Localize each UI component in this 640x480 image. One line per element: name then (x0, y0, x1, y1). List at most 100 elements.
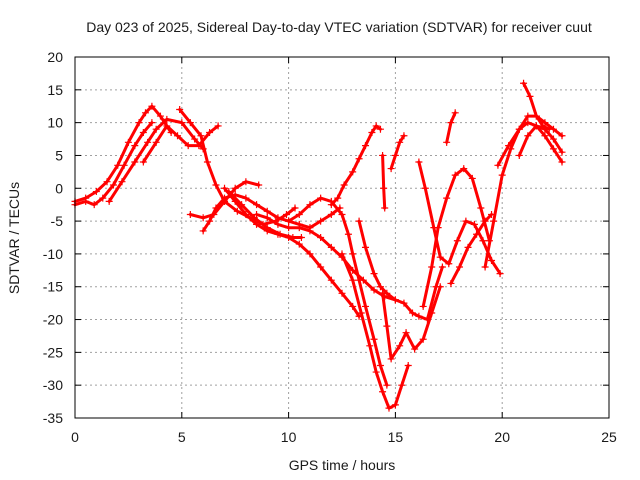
data-point-marker (453, 237, 461, 245)
data-point-marker (355, 217, 363, 225)
data-point-marker (90, 201, 98, 209)
y-tick-label: 15 (47, 82, 63, 98)
data-point-marker (178, 119, 186, 127)
data-point-marker (451, 109, 459, 117)
series-track-23 (496, 121, 564, 167)
data-point-marker (391, 151, 399, 159)
data-point-marker (524, 132, 532, 140)
data-point-marker (376, 125, 384, 133)
data-point-marker (490, 217, 498, 225)
data-point-marker (524, 119, 532, 127)
y-tick-label: 10 (47, 115, 63, 131)
data-point-marker (120, 161, 128, 169)
data-point-marker (327, 276, 335, 284)
data-point-marker (263, 224, 271, 232)
data-point-marker (295, 240, 303, 248)
data-point-marker (520, 79, 528, 87)
y-tick-label: -30 (43, 377, 63, 393)
data-point-marker (295, 224, 303, 232)
data-point-marker (558, 132, 566, 140)
data-point-marker (144, 138, 152, 146)
data-point-marker (242, 194, 250, 202)
data-point-marker (391, 401, 399, 409)
data-point-marker (231, 184, 239, 192)
data-point-marker (396, 342, 404, 350)
data-point-marker (197, 132, 205, 140)
data-point-marker (152, 125, 160, 133)
data-point-marker (203, 158, 211, 166)
data-point-marker (419, 335, 427, 343)
series-track-16 (389, 134, 406, 171)
data-point-marker (327, 201, 335, 209)
data-point-marker (549, 135, 557, 143)
data-point-marker (541, 132, 549, 140)
data-point-marker (289, 234, 297, 241)
data-point-marker (253, 211, 261, 219)
data-point-marker (372, 122, 380, 130)
data-point-marker (285, 224, 293, 232)
data-point-marker (274, 220, 282, 228)
y-tick-label: -10 (43, 246, 63, 262)
data-point-marker (174, 132, 182, 140)
data-point-marker (327, 243, 335, 251)
data-point-marker (82, 197, 90, 205)
y-tick-label: -25 (43, 344, 63, 360)
data-point-marker (282, 211, 290, 219)
x-axis-label: GPS time / hours (289, 457, 396, 473)
data-series (71, 79, 566, 412)
data-point-marker (539, 122, 547, 130)
data-point-marker (532, 122, 540, 130)
data-point-marker (109, 181, 117, 189)
data-point-marker (340, 181, 348, 189)
x-tick-label: 10 (281, 429, 297, 445)
data-point-marker (379, 151, 387, 159)
data-point-marker (184, 142, 192, 150)
data-point-marker (526, 92, 534, 100)
y-tick-label: 0 (55, 180, 63, 196)
data-point-marker (148, 119, 156, 127)
data-point-marker (221, 194, 229, 202)
data-point-marker (404, 361, 412, 369)
series-track-8 (223, 186, 361, 318)
data-point-marker (238, 201, 246, 209)
data-point-marker (434, 224, 442, 232)
x-tick-label: 15 (388, 429, 404, 445)
data-point-marker (455, 263, 463, 271)
data-point-marker (139, 128, 147, 136)
data-point-marker (152, 138, 160, 146)
data-point-marker (387, 355, 395, 363)
series-track-1 (73, 104, 173, 203)
data-point-marker (361, 243, 369, 251)
data-point-marker (114, 161, 122, 169)
data-point-marker (285, 217, 293, 225)
data-point-marker (276, 230, 284, 238)
data-point-marker (253, 201, 261, 209)
data-point-marker (470, 220, 478, 228)
data-point-marker (186, 211, 194, 219)
data-point-marker (379, 289, 387, 297)
data-point-marker (317, 263, 325, 271)
data-point-marker (349, 168, 357, 176)
data-point-marker (460, 165, 468, 173)
data-point-marker (402, 329, 410, 337)
data-point-marker (400, 299, 408, 307)
data-point-marker (488, 256, 496, 264)
data-point-marker (317, 217, 325, 225)
data-point-marker (214, 122, 222, 130)
data-point-marker (428, 309, 436, 317)
data-point-marker (274, 214, 282, 222)
data-point-marker (451, 171, 459, 179)
data-point-marker (481, 263, 489, 271)
data-point-marker (306, 227, 314, 235)
data-point-marker (515, 125, 523, 133)
data-point-marker (99, 194, 107, 202)
data-point-marker (344, 230, 352, 238)
data-point-marker (338, 250, 346, 258)
data-point-marker (445, 260, 453, 268)
data-point-marker (473, 230, 481, 238)
data-point-marker (131, 158, 139, 166)
data-point-marker (391, 296, 399, 304)
data-point-marker (387, 165, 395, 173)
y-tick-label: -15 (43, 279, 63, 295)
